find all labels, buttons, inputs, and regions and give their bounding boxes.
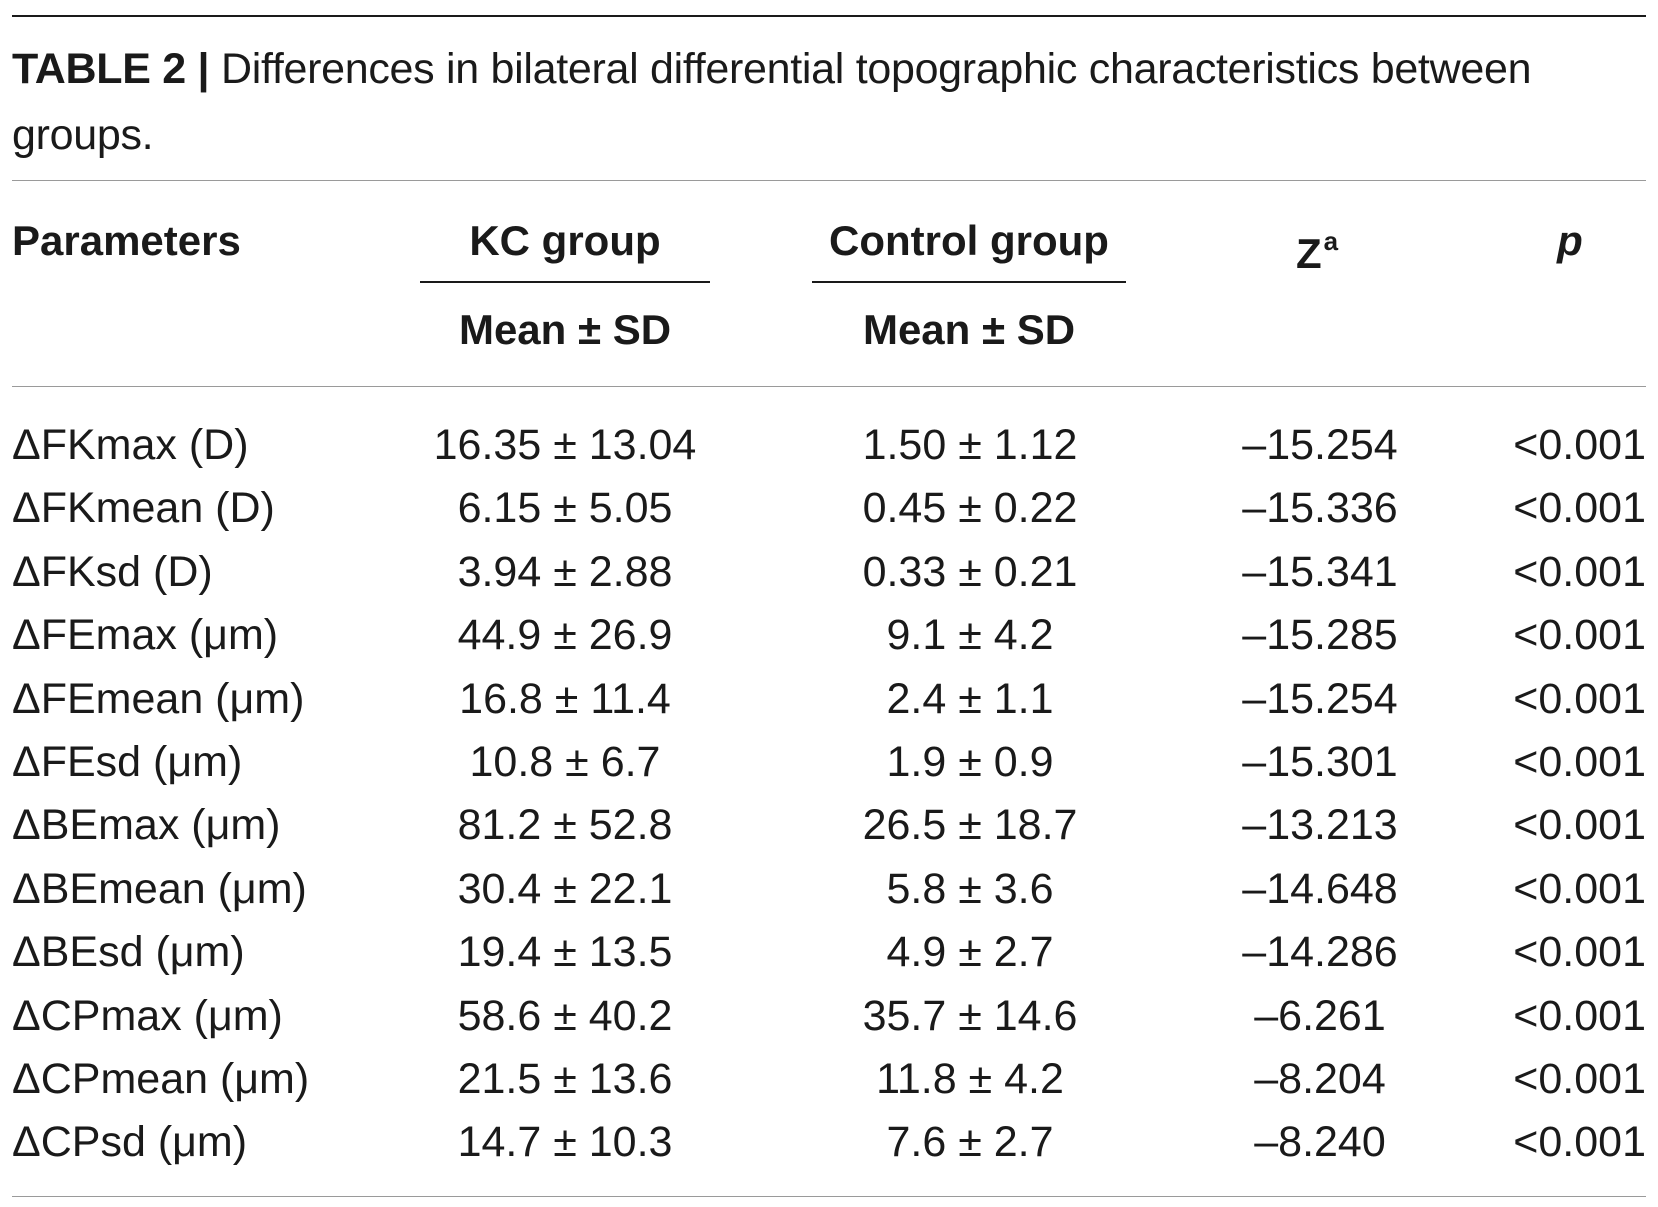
cell-control: 35.7 ± 14.6 xyxy=(862,991,1078,1040)
table-row: ΔCPmean (μm) 21.5 ± 13.6 11.8 ± 4.2 –8.2… xyxy=(0,1048,1658,1111)
cell-p: <0.001 xyxy=(1513,864,1646,913)
cell-control: 1.50 ± 1.12 xyxy=(862,421,1078,469)
cell-kc: 6.15 ± 5.05 xyxy=(457,484,673,533)
table-row: ΔFEmax (μm) 44.9 ± 26.9 9.1 ± 4.2 –15.28… xyxy=(0,604,1658,667)
cell-z: –15.301 xyxy=(1242,737,1398,786)
cell-z: –15.285 xyxy=(1242,611,1398,660)
header-top-rule xyxy=(12,180,1646,181)
cell-control: 9.1 ± 4.2 xyxy=(886,611,1054,660)
cell-parameter: ΔFEsd (μm) xyxy=(12,737,243,786)
header-z-label: Z xyxy=(1295,230,1322,277)
header-kc-group: KC group xyxy=(469,217,661,264)
control-group-underline xyxy=(812,281,1126,283)
cell-kc: 30.4 ± 22.1 xyxy=(457,864,673,913)
table-label: TABLE 2 xyxy=(12,45,186,93)
cell-kc: 19.4 ± 13.5 xyxy=(457,928,673,977)
cell-kc: 21.5 ± 13.6 xyxy=(457,1054,673,1103)
cell-z: –8.240 xyxy=(1254,1118,1386,1167)
cell-p: <0.001 xyxy=(1513,737,1646,786)
table-row: ΔBEmax (μm) 81.2 ± 52.8 26.5 ± 18.7 –13.… xyxy=(0,794,1658,857)
cell-control: 0.33 ± 0.21 xyxy=(862,547,1078,596)
cell-parameter: ΔBEsd (μm) xyxy=(12,928,245,977)
header-control-group: Control group xyxy=(829,217,1109,264)
cell-p: <0.001 xyxy=(1513,991,1646,1040)
cell-kc: 3.94 ± 2.88 xyxy=(457,547,673,596)
cell-z: –15.341 xyxy=(1242,547,1398,596)
cell-parameter: ΔCPsd (μm) xyxy=(12,1118,248,1167)
cell-z: –15.254 xyxy=(1242,421,1398,469)
table-caption: TABLE 2 | Differences in bilateral diffe… xyxy=(12,36,1642,168)
cell-parameter: ΔCPmean (μm) xyxy=(12,1054,310,1103)
table-top-rule xyxy=(12,15,1646,17)
cell-parameter: ΔFKmax (D) xyxy=(12,421,249,469)
cell-control: 0.45 ± 0.22 xyxy=(862,484,1078,533)
table-row: ΔFEsd (μm) 10.8 ± 6.7 1.9 ± 0.9 –15.301 … xyxy=(0,731,1658,794)
cell-kc: 16.8 ± 11.4 xyxy=(459,674,671,723)
header-control-mean-sd: Mean ± SD xyxy=(862,306,1076,353)
cell-p: <0.001 xyxy=(1513,1054,1646,1103)
cell-control: 4.9 ± 2.7 xyxy=(886,928,1054,977)
table-row: ΔFKmean (D) 6.15 ± 5.05 0.45 ± 0.22 –15.… xyxy=(0,477,1658,540)
table-row: ΔCPsd (μm) 14.7 ± 10.3 7.6 ± 2.7 –8.240 … xyxy=(0,1111,1658,1174)
cell-p: <0.001 xyxy=(1513,801,1646,850)
cell-p: <0.001 xyxy=(1513,421,1646,469)
cell-control: 11.8 ± 4.2 xyxy=(876,1054,1064,1103)
cell-control: 5.8 ± 3.6 xyxy=(886,864,1054,913)
table-row: ΔBEsd (μm) 19.4 ± 13.5 4.9 ± 2.7 –14.286… xyxy=(0,921,1658,984)
cell-parameter: ΔBEmax (μm) xyxy=(12,801,281,850)
cell-kc: 10.8 ± 6.7 xyxy=(469,737,661,786)
cell-p: <0.001 xyxy=(1513,547,1646,596)
table-row: ΔFKsd (D) 3.94 ± 2.88 0.33 ± 0.21 –15.34… xyxy=(0,541,1658,604)
cell-parameter: ΔFKmean (D) xyxy=(12,484,275,533)
cell-p: <0.001 xyxy=(1513,674,1646,723)
cell-kc: 58.6 ± 40.2 xyxy=(457,991,673,1040)
table-body: ΔFKmax (D) 16.35 ± 13.04 1.50 ± 1.12 –15… xyxy=(0,414,1658,1175)
caption-separator: | xyxy=(197,45,210,93)
header-parameters: Parameters xyxy=(12,217,241,264)
cell-p: <0.001 xyxy=(1513,484,1646,533)
cell-z: –15.254 xyxy=(1242,674,1398,723)
cell-z: –13.213 xyxy=(1242,801,1398,850)
header-kc-mean-sd: Mean ± SD xyxy=(458,306,672,353)
kc-group-underline xyxy=(420,281,710,283)
cell-z: –14.648 xyxy=(1242,864,1398,913)
table-row: ΔCPmax (μm) 58.6 ± 40.2 35.7 ± 14.6 –6.2… xyxy=(0,985,1658,1048)
cell-p: <0.001 xyxy=(1513,1118,1646,1167)
header-bottom-rule xyxy=(12,386,1646,387)
cell-kc: 14.7 ± 10.3 xyxy=(457,1118,673,1167)
cell-p: <0.001 xyxy=(1513,928,1646,977)
cell-z: –14.286 xyxy=(1242,928,1398,977)
cell-z: –15.336 xyxy=(1242,484,1398,533)
header-p: p xyxy=(1557,217,1583,264)
cell-z: –6.261 xyxy=(1254,991,1386,1040)
cell-control: 2.4 ± 1.1 xyxy=(886,674,1054,723)
cell-kc: 16.35 ± 13.04 xyxy=(433,421,697,469)
cell-parameter: ΔCPmax (μm) xyxy=(12,991,283,1040)
header-z: Za xyxy=(1262,216,1372,279)
cell-parameter: ΔFKsd (D) xyxy=(12,547,213,596)
table-row: ΔFKmax (D) 16.35 ± 13.04 1.50 ± 1.12 –15… xyxy=(0,414,1658,477)
cell-control: 7.6 ± 2.7 xyxy=(886,1118,1054,1167)
cell-parameter: ΔFEmax (μm) xyxy=(12,611,279,660)
header-z-superscript: a xyxy=(1323,226,1339,256)
cell-z: –8.204 xyxy=(1254,1054,1386,1103)
table-row: ΔBEmean (μm) 30.4 ± 22.1 5.8 ± 3.6 –14.6… xyxy=(0,858,1658,921)
caption-text: Differences in bilateral differential to… xyxy=(12,45,1532,159)
cell-parameter: ΔFEmean (μm) xyxy=(12,674,305,723)
table-bottom-rule xyxy=(12,1196,1646,1197)
cell-p: <0.001 xyxy=(1513,611,1646,660)
cell-control: 1.9 ± 0.9 xyxy=(886,737,1054,786)
cell-control: 26.5 ± 18.7 xyxy=(862,801,1078,850)
cell-parameter: ΔBEmean (μm) xyxy=(12,864,307,913)
table-row: ΔFEmean (μm) 16.8 ± 11.4 2.4 ± 1.1 –15.2… xyxy=(0,668,1658,731)
cell-kc: 81.2 ± 52.8 xyxy=(457,801,673,850)
cell-kc: 44.9 ± 26.9 xyxy=(457,611,673,660)
